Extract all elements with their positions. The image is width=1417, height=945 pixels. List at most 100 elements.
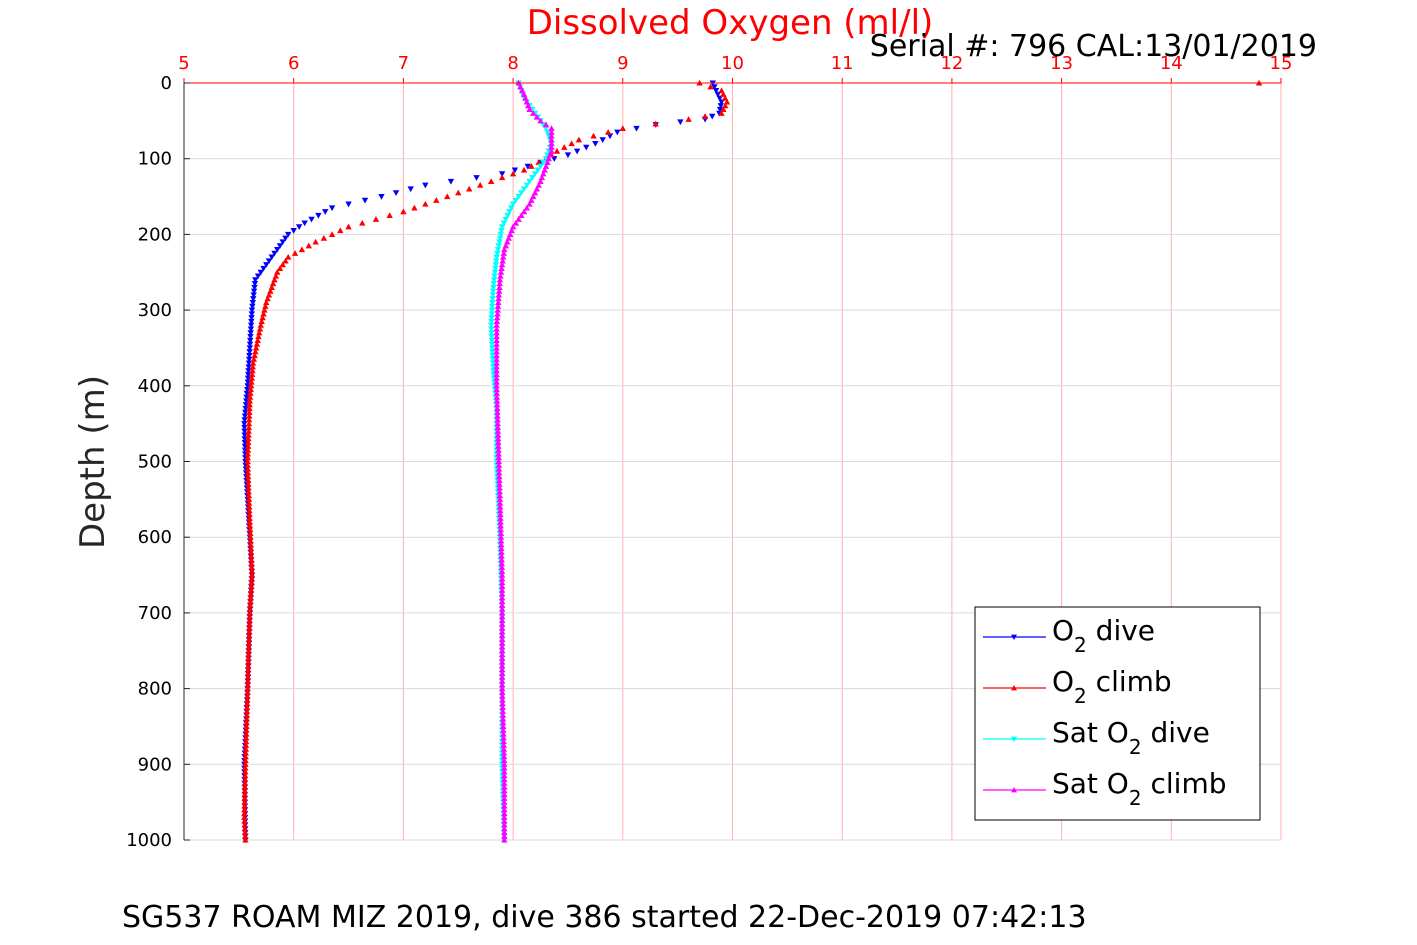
data-point-sat_climb — [495, 291, 503, 298]
data-point-sat_dive — [529, 175, 536, 181]
data-point-sat_climb — [493, 337, 500, 343]
data-point-o2_climb — [248, 552, 255, 559]
data-point-o2_dive — [245, 368, 252, 374]
data-point-sat_dive — [490, 368, 497, 374]
data-point-o2_dive — [551, 156, 558, 162]
data-point-sat_climb — [497, 507, 504, 514]
data-point-sat_climb — [496, 499, 504, 506]
data-point-sat_climb — [500, 753, 508, 760]
data-point-o2_climb — [262, 303, 269, 309]
data-point-sat_dive — [488, 311, 496, 318]
data-point-sat_climb — [498, 590, 506, 597]
data-point-sat_climb — [494, 428, 502, 434]
data-point-sat_climb — [498, 575, 506, 582]
data-point-o2_dive — [243, 394, 250, 401]
data-point-o2_dive — [252, 277, 259, 284]
data-point-o2_climb — [244, 443, 252, 449]
data-point-sat_climb — [493, 325, 500, 332]
data-point-sat_climb — [498, 579, 506, 586]
data-point-o2_climb — [411, 204, 418, 211]
data-point-o2_climb — [282, 257, 289, 264]
legend-label-sat_climb: Sat O2 climb — [1052, 767, 1227, 810]
data-point-o2_climb — [345, 223, 352, 230]
data-point-o2_climb — [249, 359, 257, 366]
data-point-o2_climb — [243, 704, 251, 711]
data-point-sat_climb — [495, 454, 502, 461]
data-point-o2_climb — [242, 764, 249, 771]
data-point-sat_dive — [502, 216, 509, 223]
data-point-o2_dive — [378, 193, 385, 200]
data-point-sat_climb — [498, 621, 506, 627]
data-point-o2_climb — [246, 605, 254, 612]
data-point-o2_dive — [251, 284, 258, 291]
data-point-sat_climb — [501, 768, 508, 775]
data-point-o2_climb — [243, 711, 251, 718]
data-point-sat_climb — [499, 689, 506, 695]
data-point-o2_climb — [246, 515, 253, 521]
data-point-sat_climb — [498, 651, 506, 658]
data-point-sat_climb — [494, 409, 501, 415]
data-point-o2_climb — [256, 329, 263, 336]
data-point-o2_dive — [246, 345, 254, 352]
data-point-o2_dive — [583, 144, 590, 151]
data-point-o2_dive — [247, 326, 255, 333]
y-tick-label: 100 — [138, 149, 172, 170]
data-point-sat_climb — [498, 658, 506, 665]
data-point-sat_dive — [491, 273, 498, 280]
x-tick-label: 9 — [617, 53, 628, 74]
data-point-o2_climb — [241, 787, 249, 794]
data-point-o2_climb — [244, 681, 251, 688]
data-point-o2_climb — [248, 575, 255, 582]
data-point-sat_climb — [501, 761, 508, 767]
data-point-o2_climb — [553, 147, 561, 154]
data-point-sat_climb — [537, 117, 544, 124]
data-point-sat_climb — [494, 420, 501, 427]
data-point-o2_dive — [290, 228, 297, 234]
data-point-o2_dive — [716, 95, 723, 102]
data-point-o2_climb — [247, 602, 254, 608]
data-point-sat_dive — [506, 209, 513, 215]
data-point-o2_climb — [241, 825, 249, 832]
data-point-sat_climb — [495, 295, 502, 302]
data-point-o2_dive — [241, 424, 248, 431]
data-point-sat_climb — [499, 715, 507, 722]
data-point-o2_climb — [244, 696, 251, 703]
data-point-o2_climb — [291, 250, 299, 256]
data-point-sat_climb — [499, 719, 507, 726]
data-point-sat_dive — [489, 345, 496, 352]
data-point-sat_climb — [500, 723, 507, 730]
data-point-sat_dive — [523, 182, 531, 189]
series-sat_climb — [493, 79, 555, 843]
data-point-o2_climb — [244, 666, 252, 673]
data-point-sat_climb — [500, 730, 507, 737]
y-tick-label: 900 — [138, 754, 172, 775]
data-point-sat_climb — [497, 522, 504, 529]
data-point-o2_dive — [606, 133, 614, 140]
data-point-sat_dive — [495, 243, 502, 249]
x-tick-label: 11 — [831, 53, 854, 74]
data-point-sat_climb — [494, 405, 501, 412]
data-point-o2_dive — [263, 262, 270, 268]
data-point-sat_climb — [542, 121, 550, 128]
data-point-o2_climb — [241, 776, 249, 782]
data-point-o2_climb — [298, 246, 306, 253]
data-point-sat_climb — [498, 662, 506, 669]
data-point-o2_climb — [248, 568, 256, 574]
data-point-sat_climb — [496, 473, 503, 480]
data-point-sat_climb — [501, 833, 508, 839]
data-point-o2_dive — [599, 137, 606, 143]
data-point-o2_climb — [246, 412, 253, 419]
data-point-o2_climb — [242, 833, 249, 839]
data-point-o2_climb — [246, 518, 254, 525]
data-point-o2_climb — [320, 234, 328, 241]
data-point-o2_climb — [372, 216, 380, 222]
data-point-sat_climb — [493, 363, 500, 370]
data-point-sat_climb — [498, 609, 506, 616]
data-point-o2_dive — [498, 171, 506, 178]
y-tick-label: 800 — [138, 679, 172, 700]
data-point-sat_dive — [488, 315, 495, 321]
data-point-o2_climb — [701, 113, 709, 119]
data-point-o2_dive — [244, 379, 252, 386]
data-point-sat_climb — [497, 272, 504, 279]
data-point-sat_climb — [548, 129, 555, 135]
